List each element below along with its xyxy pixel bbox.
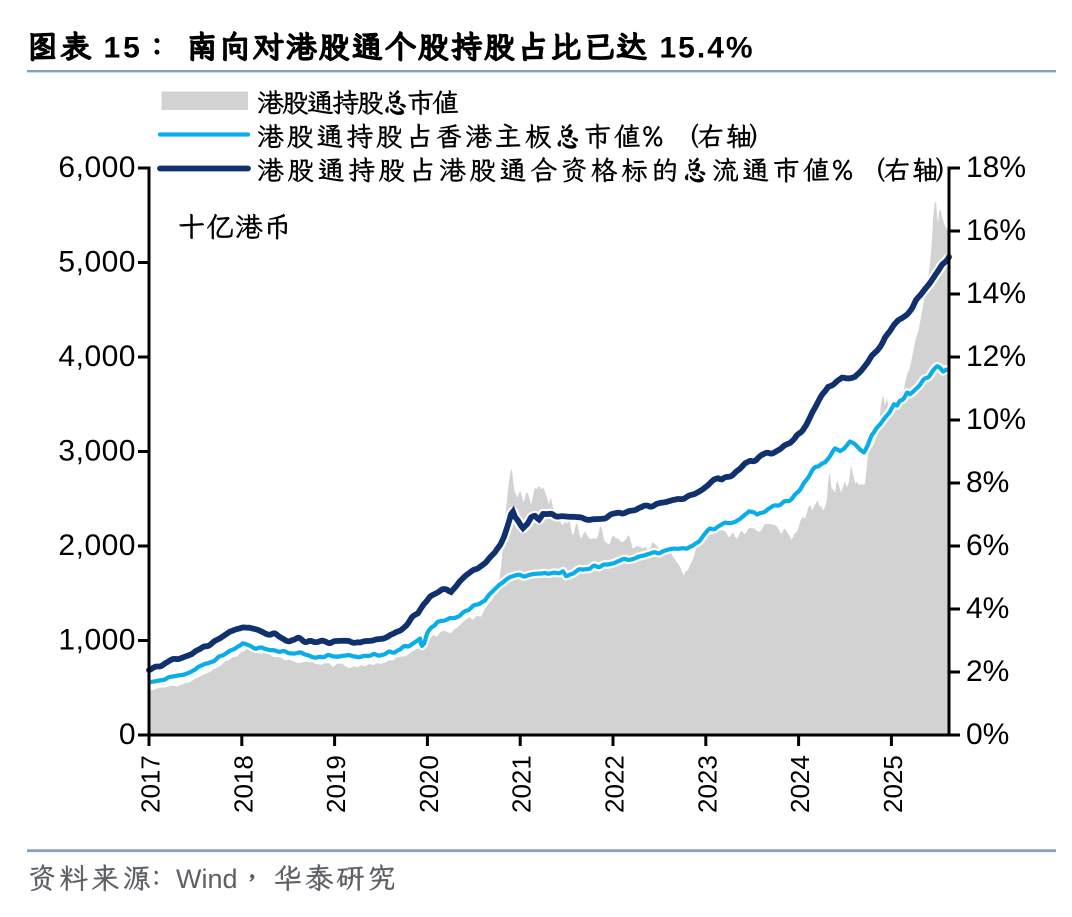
svg-text:2020: 2020 <box>414 755 444 813</box>
svg-text:6%: 6% <box>966 529 1009 562</box>
svg-text:0: 0 <box>119 718 136 751</box>
svg-text:3,000: 3,000 <box>58 435 136 468</box>
svg-text:2%: 2% <box>966 655 1009 688</box>
svg-text:4%: 4% <box>966 592 1009 625</box>
svg-text:5,000: 5,000 <box>58 246 136 279</box>
svg-text:10%: 10% <box>966 403 1026 436</box>
svg-text:2023: 2023 <box>692 755 722 813</box>
svg-text:2019: 2019 <box>321 755 351 813</box>
svg-text:4,000: 4,000 <box>58 340 136 373</box>
svg-text:2018: 2018 <box>228 755 258 813</box>
svg-text:2021: 2021 <box>507 755 537 813</box>
svg-text:15.4%: 15.4% <box>660 32 755 65</box>
svg-text:2022: 2022 <box>600 755 630 813</box>
svg-text:6,000: 6,000 <box>58 151 136 184</box>
svg-text:12%: 12% <box>966 340 1026 373</box>
svg-text:Wind: Wind <box>176 864 238 894</box>
svg-text:2,000: 2,000 <box>58 529 136 562</box>
svg-text:8%: 8% <box>966 466 1009 499</box>
svg-text:1,000: 1,000 <box>58 624 136 657</box>
svg-text:2025: 2025 <box>878 755 908 813</box>
svg-text:2017: 2017 <box>136 755 166 813</box>
svg-text:18%: 18% <box>966 151 1026 184</box>
svg-text:2024: 2024 <box>785 755 815 813</box>
svg-text:0%: 0% <box>966 718 1009 751</box>
svg-text:14%: 14% <box>966 277 1026 310</box>
svg-text:15: 15 <box>104 32 143 65</box>
svg-text:16%: 16% <box>966 214 1026 247</box>
